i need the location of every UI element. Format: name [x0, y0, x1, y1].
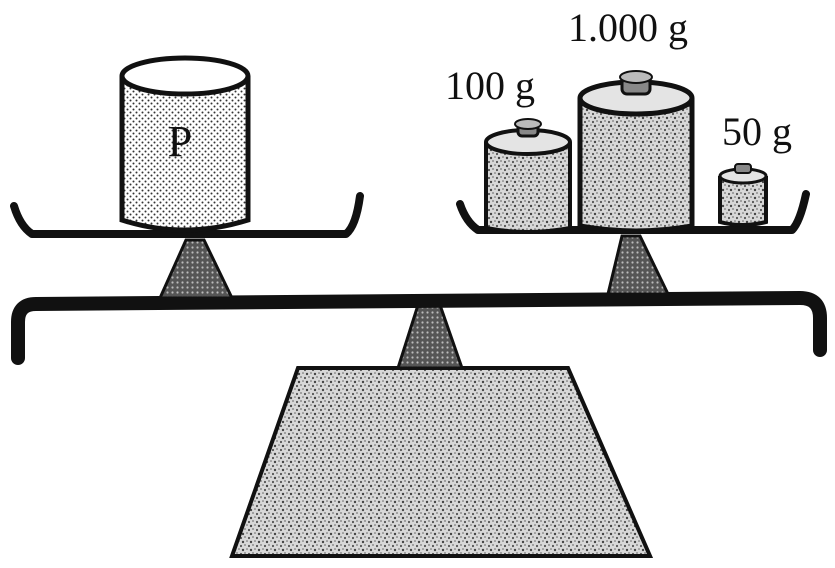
main-beam — [11, 291, 827, 365]
scale-base — [229, 366, 654, 558]
weight-1000g-label: 1.000 g — [568, 5, 688, 50]
weight-100g — [484, 118, 572, 234]
object-p-label: P — [167, 117, 193, 166]
center-pivot — [395, 303, 465, 370]
object-p-cylinder — [119, 55, 251, 233]
left-pan — [10, 192, 364, 238]
right-pan-support — [606, 234, 671, 296]
weight-50g-label: 50 g — [722, 109, 792, 154]
weight-50g — [718, 163, 768, 227]
weight-1000g — [577, 70, 695, 234]
weight-100g-label: 100 g — [445, 63, 535, 108]
left-pan-support — [157, 238, 235, 300]
